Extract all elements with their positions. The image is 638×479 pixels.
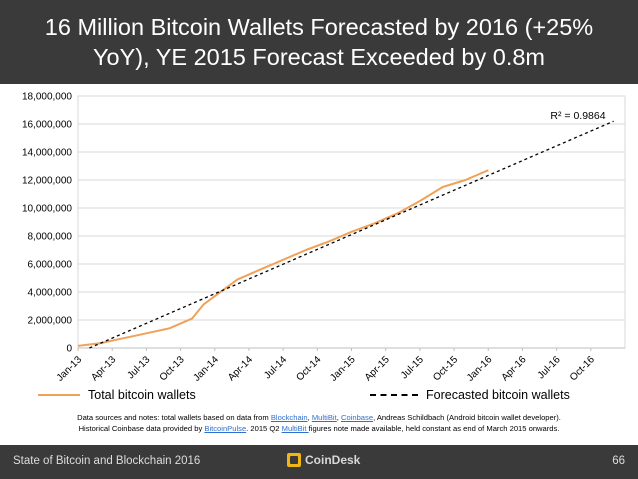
legend-label-forecast: Forecasted bitcoin wallets (426, 388, 570, 402)
y-tick-label: 2,000,000 (28, 316, 73, 327)
y-tick-label: 8,000,000 (28, 232, 73, 243)
link-bitcoinpulse[interactable]: BitcoinPulse (204, 424, 247, 433)
link-multibit[interactable]: MultiBit (311, 413, 337, 422)
y-tick-label: 6,000,000 (28, 260, 73, 271)
x-tick-label: Apr-13 (89, 354, 118, 383)
y-tick-label: 14,000,000 (22, 148, 72, 159)
notes-text: Data sources and notes: total wallets ba… (77, 413, 271, 422)
x-tick-label: Oct-15 (431, 354, 460, 383)
chart-legend: Total bitcoin wallets Forecasted bitcoin… (0, 388, 638, 406)
x-tick-label: Jul-13 (125, 354, 152, 381)
legend-swatch-forecast (370, 394, 418, 396)
y-tick-label: 18,000,000 (22, 92, 72, 103)
plot-area-border (77, 95, 626, 349)
x-tick-label: Jul-16 (536, 354, 563, 381)
footer-bar: State of Bitcoin and Blockchain 2016 Coi… (0, 445, 638, 479)
x-tick-label: Jul-14 (262, 354, 289, 381)
notes-text: . 2015 Q2 (246, 424, 282, 433)
link-blockchain[interactable]: Blockchain (270, 413, 308, 422)
notes-sep: , (336, 413, 341, 422)
y-tick-label: 12,000,000 (22, 176, 72, 187)
x-tick-label: Jan-13 (55, 354, 85, 384)
legend-label-total: Total bitcoin wallets (88, 388, 196, 402)
x-tick-label: Oct-16 (568, 354, 597, 383)
data-source-notes: Data sources and notes: total wallets ba… (10, 412, 628, 434)
notes-sep: , (307, 413, 312, 422)
x-tick-label: Apr-16 (500, 354, 529, 383)
x-tick-label: Apr-14 (226, 354, 255, 383)
page-title: 16 Million Bitcoin Wallets Forecasted by… (44, 14, 594, 70)
notes-text: figures note made available, held consta… (308, 424, 560, 433)
link-coinbase[interactable]: Coinbase (340, 413, 374, 422)
coindesk-brand-label: CoinDesk (305, 453, 361, 467)
x-tick-label: Jan-14 (191, 354, 221, 384)
r-squared-annotation: R² = 0.9864 (550, 110, 605, 122)
line-chart: 0 2,000,000 4,000,000 6,000,000 8,000,000 10,… (22, 92, 626, 384)
x-tick-label: Oct-13 (158, 354, 187, 383)
x-tick-label: Jan-16 (465, 354, 495, 384)
link-multibit-2[interactable]: MultiBit (281, 424, 309, 433)
x-tick-label: Oct-14 (294, 354, 323, 383)
y-tick-label: 4,000,000 (28, 288, 73, 299)
title-bar: 16 Million Bitcoin Wallets Forecasted by… (0, 0, 638, 84)
x-tick-label: Jan-15 (328, 354, 358, 384)
y-tick-label: 16,000,000 (22, 120, 72, 131)
x-tick-label: Jul-15 (399, 354, 426, 381)
x-tick-label: Apr-15 (363, 354, 392, 383)
page-number: 66 (612, 455, 625, 467)
series-line-total (77, 169, 489, 347)
coindesk-brand: CoinDesk (287, 453, 360, 467)
notes-line-2: Historical Coinbase data provided by Bit… (10, 423, 628, 434)
chart-area: 0 2,000,000 4,000,000 6,000,000 8,000,000 10,… (0, 84, 638, 414)
legend-item-forecast: Forecasted bitcoin wallets (370, 388, 570, 402)
y-tick-label: 10,000,000 (22, 204, 72, 215)
legend-swatch-total (38, 394, 80, 396)
footer-deck-title: State of Bitcoin and Blockchain 2016 (13, 455, 201, 467)
series-line-forecast (89, 120, 614, 349)
notes-text: Historical Coinbase data provided by (78, 424, 205, 433)
coindesk-logo-icon (287, 453, 301, 467)
notes-text: , Andreas Schildbach (Android bitcoin wa… (373, 413, 561, 422)
y-tick-label: 0 (66, 344, 72, 355)
notes-line-1: Data sources and notes: total wallets ba… (10, 412, 628, 423)
legend-item-total: Total bitcoin wallets (38, 388, 196, 402)
